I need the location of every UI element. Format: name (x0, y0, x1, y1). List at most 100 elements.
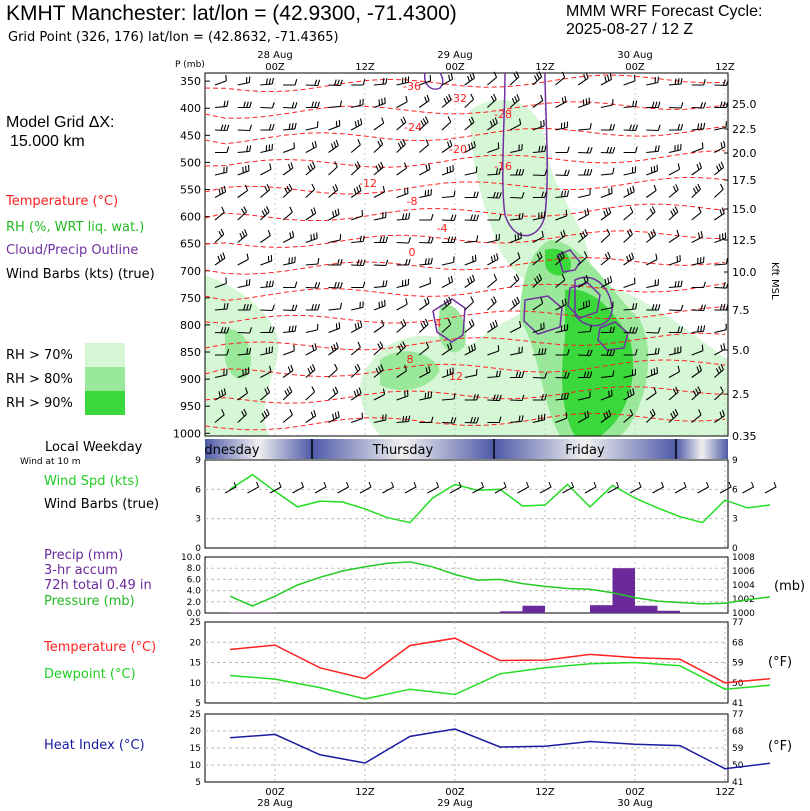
wind-barb (487, 319, 498, 333)
wind-barb (328, 161, 338, 176)
wind-barb (464, 394, 479, 401)
wind-barb (691, 122, 706, 131)
wind-barb (351, 412, 364, 424)
pressure-tick-label: 950 (180, 400, 201, 413)
wind-barb (237, 101, 252, 109)
pressure-tick-label: 1008 (732, 553, 755, 563)
wind-barb (623, 326, 639, 334)
wind-barb (532, 230, 544, 243)
wind-barb (600, 124, 616, 131)
wind-barb (464, 369, 478, 379)
wind-barb (555, 95, 567, 108)
wind-barb (577, 229, 588, 243)
wind-barb (305, 258, 320, 266)
wind-barb (237, 229, 248, 243)
wind-barb (714, 282, 729, 289)
bottom-time-label: 00Z (625, 787, 645, 798)
wind-barb (419, 163, 431, 176)
pressure-tick-label: 500 (180, 156, 201, 169)
surface-wind-barb (517, 481, 530, 494)
wind-barb (714, 386, 724, 401)
surface-wind-barb (382, 481, 395, 494)
wind-barb (441, 296, 452, 311)
wind-tick-label-right: 0 (732, 544, 738, 554)
wind-barb (646, 367, 659, 379)
wind-barb (418, 297, 430, 311)
bottom-time-label: 12Z (355, 787, 375, 798)
wind-barb (351, 235, 365, 244)
pressure-tick-label: 400 (180, 102, 201, 115)
legend-precip-accum: 3-hr accum (44, 563, 118, 578)
wind-barb (532, 71, 543, 86)
wind-barb (328, 302, 343, 311)
wind-barb (668, 229, 680, 243)
wind-barb (328, 410, 340, 423)
wind-barb (283, 102, 298, 109)
surface-wind-barb (247, 481, 260, 494)
dewpoint-line (229, 661, 771, 700)
wind-barb (305, 409, 317, 423)
precip-bar (635, 605, 658, 613)
wind-barb (328, 322, 341, 334)
wind-barb (510, 415, 524, 424)
wind-barb (396, 162, 408, 176)
wind-barb (578, 300, 591, 311)
height-tick-label: 20.0 (732, 147, 757, 160)
height-tick-label: 10.0 (732, 266, 757, 279)
wind-barb (509, 144, 523, 154)
wind-barb (351, 209, 364, 221)
surface-wind-barb (742, 481, 755, 494)
wind-barb (305, 121, 319, 131)
temperature-contour (204, 203, 726, 222)
wind-tick-label-right: 6 (732, 485, 738, 495)
wind-barb (396, 341, 406, 356)
wind-barb (623, 348, 638, 356)
bottom-date-label: 29 Aug (437, 798, 472, 809)
wind-barb (577, 72, 589, 86)
precip-bar (230, 612, 253, 613)
wind-barb (373, 319, 385, 333)
surface-wind-barb (584, 481, 597, 494)
wind-barb (691, 142, 704, 154)
wind-barb (441, 367, 454, 379)
surface-wind-barb (404, 481, 417, 494)
wind-barb (328, 184, 339, 198)
height-tick-label: 12.5 (732, 234, 757, 247)
temperature-contour (204, 386, 726, 404)
wind-barb (555, 146, 570, 154)
wind-barb (419, 74, 432, 86)
wind-barb (623, 277, 636, 289)
wind-barb (714, 364, 724, 378)
legend-wind-barbs-lower: Wind Barbs (true) (44, 497, 160, 512)
wind-barb (464, 191, 479, 199)
wind-barb (509, 232, 522, 244)
height-tick-label: 17.5 (732, 174, 757, 187)
pressure-tick-label: 1006 (732, 567, 755, 577)
pressure-unit-label: (mb) (774, 579, 805, 594)
wind-barb (351, 281, 366, 289)
rh70-label: RH > 70% (6, 348, 73, 363)
cloud-outline (574, 276, 613, 327)
temp-f-tick-label: 59 (732, 659, 744, 669)
wind-barb (464, 274, 476, 288)
wind-barb (373, 161, 384, 176)
wind-barb (328, 139, 339, 153)
wind-barb (418, 341, 430, 356)
wind-barb (237, 279, 251, 289)
wind-barb (623, 302, 638, 311)
wind-barb (645, 387, 657, 401)
wind-barb (328, 259, 343, 266)
wind-barb (305, 303, 320, 311)
wind-barb (714, 343, 726, 356)
temperature-contour-label: -4 (437, 222, 448, 235)
pressure-tick-label: 600 (180, 211, 201, 224)
wind-barb (214, 303, 229, 311)
temp-f-tick-label: 77 (732, 618, 743, 628)
top-time-label: 00Z (445, 62, 465, 73)
wind-tick-label: 9 (195, 456, 201, 466)
wind-barb (373, 299, 386, 311)
wind-barb (396, 258, 411, 266)
precip-bar (612, 568, 635, 613)
weekday-title: Local Weekday (45, 440, 143, 455)
